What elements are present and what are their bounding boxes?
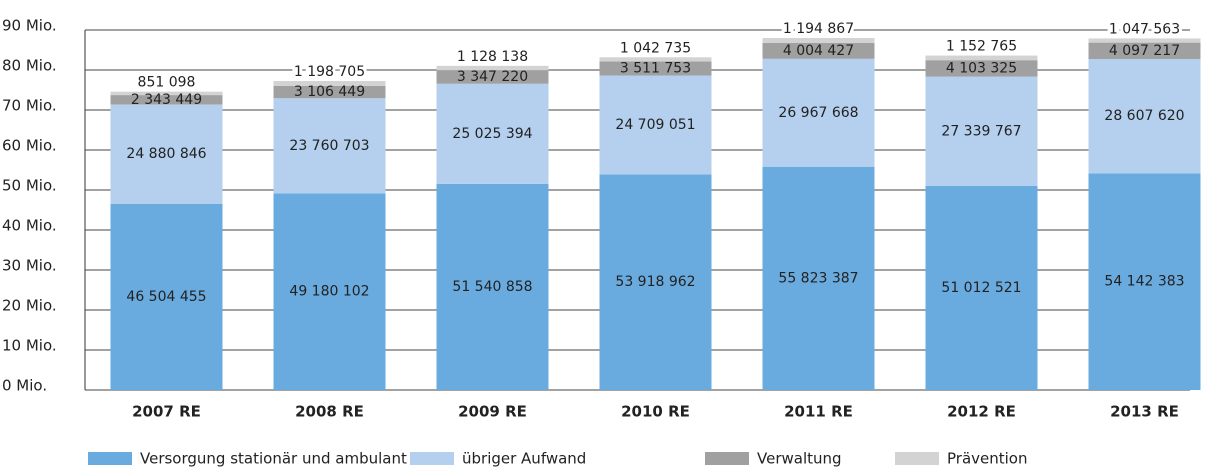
y-tick-label: 80 Mio. [2, 57, 57, 75]
bars [110, 38, 1201, 390]
data-label: 25 025 394 [452, 126, 532, 142]
bar-segment [762, 38, 875, 43]
data-label: 23 760 703 [289, 138, 369, 154]
data-label: 1 194 867 [783, 21, 854, 37]
legend-swatch [705, 452, 749, 465]
bar-segment [1088, 42, 1201, 59]
legend-label: Prävention [947, 450, 1028, 468]
bar-segment [110, 203, 223, 390]
data-label: 28 607 620 [1104, 108, 1184, 124]
data-label: 851 098 [138, 75, 196, 91]
bar-segment [110, 104, 223, 204]
data-label: 26 967 668 [778, 105, 858, 121]
y-tick-label: 30 Mio. [2, 257, 57, 275]
legend-label: übriger Aufwand [462, 450, 586, 468]
x-tick-label: 2007 RE [132, 403, 201, 421]
y-tick-label: 0 Mio. [2, 377, 47, 395]
data-label: 1 047 563 [1109, 21, 1180, 37]
data-label: 53 918 962 [615, 274, 695, 290]
y-tick-label: 60 Mio. [2, 137, 57, 155]
bar-segment [436, 83, 549, 184]
data-label: 51 540 858 [452, 279, 532, 295]
y-tick-label: 70 Mio. [2, 97, 57, 115]
bar-segment [599, 174, 712, 390]
data-label: 27 339 767 [941, 123, 1021, 139]
data-label: 1 198 705 [294, 64, 365, 80]
data-label: 46 504 455 [126, 289, 206, 305]
y-tick-label: 10 Mio. [2, 337, 57, 355]
data-label: 55 823 387 [778, 270, 858, 286]
y-tick-label: 50 Mio. [2, 177, 57, 195]
x-tick-label: 2009 RE [458, 403, 527, 421]
bar-segment [436, 70, 549, 84]
bar-segment [110, 91, 223, 96]
bar-segment [273, 85, 386, 99]
data-label: 2 343 449 [131, 92, 202, 108]
bar-segment [925, 185, 1038, 390]
data-label: 54 142 383 [1104, 274, 1184, 290]
x-tick-label: 2012 RE [947, 403, 1016, 421]
data-label: 3 106 449 [294, 84, 365, 100]
bar-segment [599, 75, 712, 175]
bar-segment [1088, 58, 1201, 174]
x-tick-label: 2011 RE [784, 403, 853, 421]
bar-segment [1088, 173, 1201, 390]
bar-segment [110, 95, 223, 105]
y-tick-label: 20 Mio. [2, 297, 57, 315]
data-label: 4 103 325 [946, 60, 1017, 76]
bar-segment [925, 60, 1038, 77]
data-label: 4 097 217 [1109, 43, 1180, 59]
bar-segment [436, 65, 549, 71]
bar-segment [273, 81, 386, 86]
bar-segment [762, 42, 875, 59]
bar-segment [762, 58, 875, 167]
bar-segment [925, 55, 1038, 61]
bar-segment [599, 61, 712, 76]
data-label: 3 347 220 [457, 69, 528, 85]
bar-segment [436, 183, 549, 390]
data-label: 51 012 521 [941, 280, 1021, 296]
data-label: 3 511 753 [620, 60, 691, 76]
legend-label: Verwaltung [757, 450, 842, 468]
legend-swatch [895, 452, 939, 465]
bar-segment [1088, 38, 1201, 43]
legend-swatch [410, 452, 454, 465]
labels: 0 Mio. 10 Mio. 20 Mio. 30 Mio. 40 Mio. 50 Mio… [2, 17, 1185, 468]
x-tick-label: 2008 RE [295, 403, 364, 421]
y-tick-label: 40 Mio. [2, 217, 57, 235]
data-label: 1 128 138 [457, 49, 528, 65]
legend-swatch [88, 452, 132, 465]
bar-segment [925, 76, 1038, 186]
data-label: 4 004 427 [783, 43, 854, 59]
data-label: 1 152 765 [946, 39, 1017, 55]
bar-segment [273, 193, 386, 390]
data-label: 24 880 846 [126, 146, 206, 162]
bar-segment [599, 57, 712, 62]
data-label: 49 180 102 [289, 284, 369, 300]
bar-segment [273, 98, 386, 194]
x-tick-label: 2013 RE [1110, 403, 1179, 421]
data-label: 1 042 735 [620, 40, 691, 56]
x-tick-label: 2010 RE [621, 403, 690, 421]
data-label: 24 709 051 [615, 117, 695, 133]
bar-segment [762, 166, 875, 390]
legend-label: Versorgung stationär und ambulant [140, 450, 407, 468]
y-tick-label: 90 Mio. [2, 17, 57, 35]
